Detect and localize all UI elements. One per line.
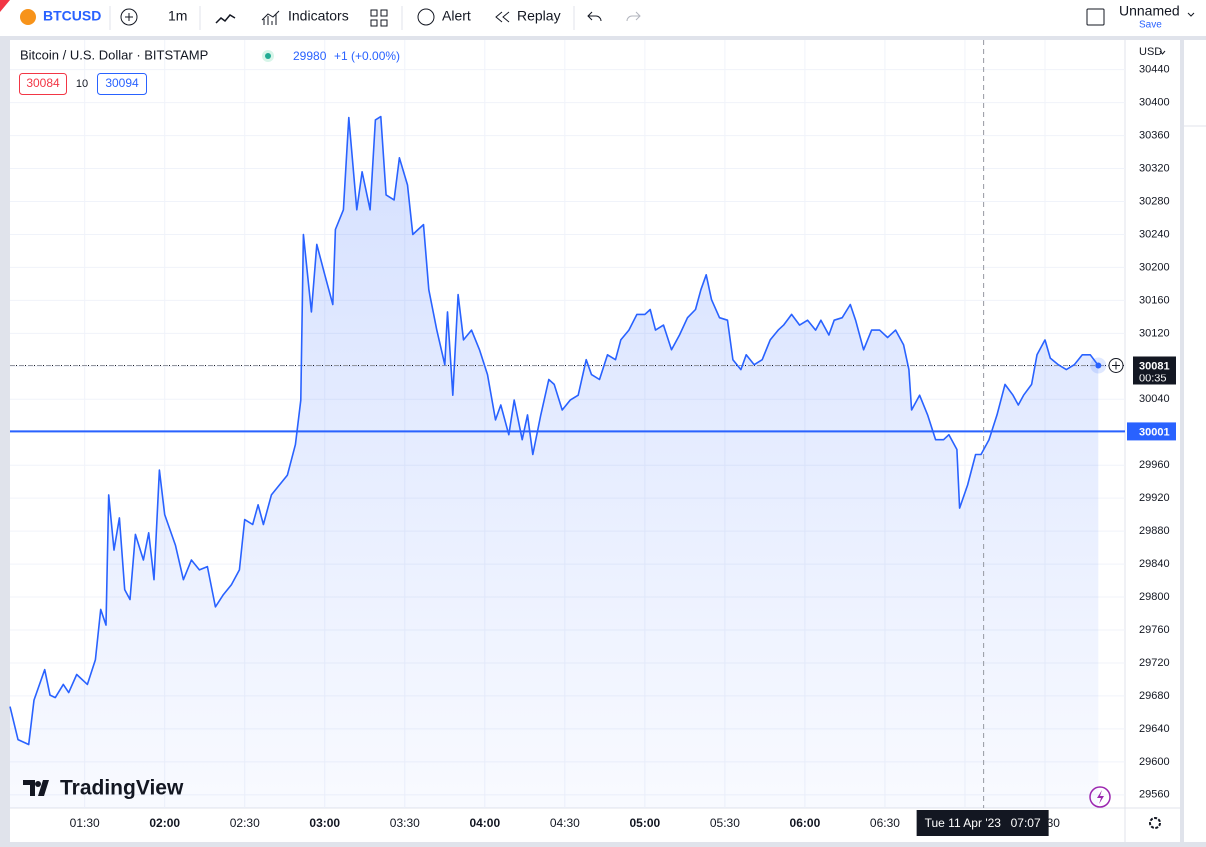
y-tick-label: 29800 [1139, 591, 1170, 603]
legend-change: +1 (+0.00%) [334, 49, 400, 63]
currency[interactable]: USD [1139, 46, 1162, 58]
x-tick-label: 01:30 [70, 816, 100, 830]
indicators-icon [261, 10, 280, 25]
market-status-dot [265, 53, 271, 59]
add-plus [1112, 361, 1120, 370]
y-tick-label: 30360 [1139, 129, 1170, 141]
layout-name[interactable]: Unnamed [1119, 3, 1180, 19]
y-tick-label: 30440 [1139, 64, 1170, 76]
y-tick-label: 29720 [1139, 657, 1170, 669]
save-button[interactable]: Save [1139, 20, 1162, 31]
x-tick-label: 03:30 [390, 816, 420, 830]
ask-box[interactable] [97, 73, 147, 95]
ask[interactable]: 30094 [105, 76, 139, 90]
crosshair-date: Tue 11 Apr '23 [925, 816, 1002, 830]
brand-logo [23, 780, 49, 796]
layout-checkbox[interactable] [1086, 8, 1105, 26]
y-tick-label: 30120 [1139, 327, 1170, 339]
y-tick-label: 29760 [1139, 624, 1170, 636]
y-tick-label: 29680 [1139, 690, 1170, 702]
countdown-label: 00:35 [1139, 372, 1167, 384]
compare-plus [125, 13, 133, 21]
y-tick-label: 29640 [1139, 723, 1170, 735]
y-tick-label: 30040 [1139, 393, 1170, 405]
bid-box[interactable] [19, 73, 67, 95]
y-tick-label: 30280 [1139, 195, 1170, 207]
chart-type-button[interactable] [215, 14, 236, 24]
brand: TradingView [60, 777, 184, 800]
lightning-icon [1097, 790, 1104, 804]
x-tick-label: 02:30 [230, 816, 260, 830]
last-price-label: 30081 [1139, 360, 1170, 372]
x-tick-label: 05:30 [710, 816, 740, 830]
y-tick-label: 29920 [1139, 492, 1170, 504]
redo-button[interactable] [626, 11, 641, 22]
legend-title: Bitcoin / U.S. Dollar · BITSTAMP [20, 47, 208, 62]
x-tick-label: 06:30 [870, 816, 900, 830]
legend-price: 29980 [293, 49, 327, 63]
interval[interactable]: 1m [168, 8, 187, 24]
side-panel [1184, 40, 1206, 842]
settings-button[interactable] [1149, 817, 1161, 829]
y-tick-label: 30400 [1139, 97, 1170, 109]
replay-button[interactable]: Replay [517, 8, 561, 24]
y-tick-label: 30320 [1139, 162, 1170, 174]
y-tick-label: 30240 [1139, 228, 1170, 240]
symbol[interactable]: BTCUSD [43, 8, 101, 24]
symbol-icon [20, 9, 36, 25]
x-tick-label: 04:00 [469, 816, 500, 830]
replay-icon [495, 11, 510, 23]
horizontal-line-label-bg [1127, 422, 1176, 441]
y-tick-label: 29880 [1139, 525, 1170, 537]
plot [9, 40, 1125, 809]
indicators-button[interactable]: Indicators [288, 8, 349, 24]
x-tick-label: 06:00 [790, 816, 821, 830]
corner-badge [0, 0, 10, 12]
y-tick-label: 29600 [1139, 756, 1170, 768]
alert-icon [417, 8, 435, 26]
horizontal-line-label: 30001 [1139, 426, 1170, 438]
area-fill [10, 116, 1099, 809]
countdown-label-bg [1133, 372, 1176, 385]
x-tick-label: 03:00 [309, 816, 340, 830]
y-tick-label: 30160 [1139, 294, 1170, 306]
brand-logo-dot [35, 781, 41, 787]
layout-menu[interactable] [1187, 12, 1195, 17]
y-tick-label: 30200 [1139, 261, 1170, 273]
y-tick-label: 29560 [1139, 789, 1170, 801]
undo-button[interactable] [587, 11, 602, 22]
bid[interactable]: 30084 [26, 76, 60, 90]
last-point [1095, 362, 1102, 369]
templates-button[interactable] [370, 9, 388, 27]
crosshair-time: 07:07 [1011, 816, 1041, 830]
x-tick-label: 04:30 [550, 816, 580, 830]
alert-button[interactable]: Alert [442, 8, 471, 24]
last-price-label-bg [1133, 356, 1176, 375]
x-tick-label: 05:00 [630, 816, 661, 830]
compare-button[interactable] [120, 8, 138, 26]
y-tick-label: 29840 [1139, 558, 1170, 570]
y-tick-label: 29960 [1139, 459, 1170, 471]
crosshair-label-bg [916, 810, 1049, 836]
lightning-button[interactable] [1089, 786, 1111, 808]
x-tick-label: 02:00 [149, 816, 180, 830]
spread: 10 [76, 78, 88, 90]
price-line [9, 115, 1099, 746]
toolbar [0, 0, 1206, 36]
currency-menu [1159, 50, 1166, 55]
